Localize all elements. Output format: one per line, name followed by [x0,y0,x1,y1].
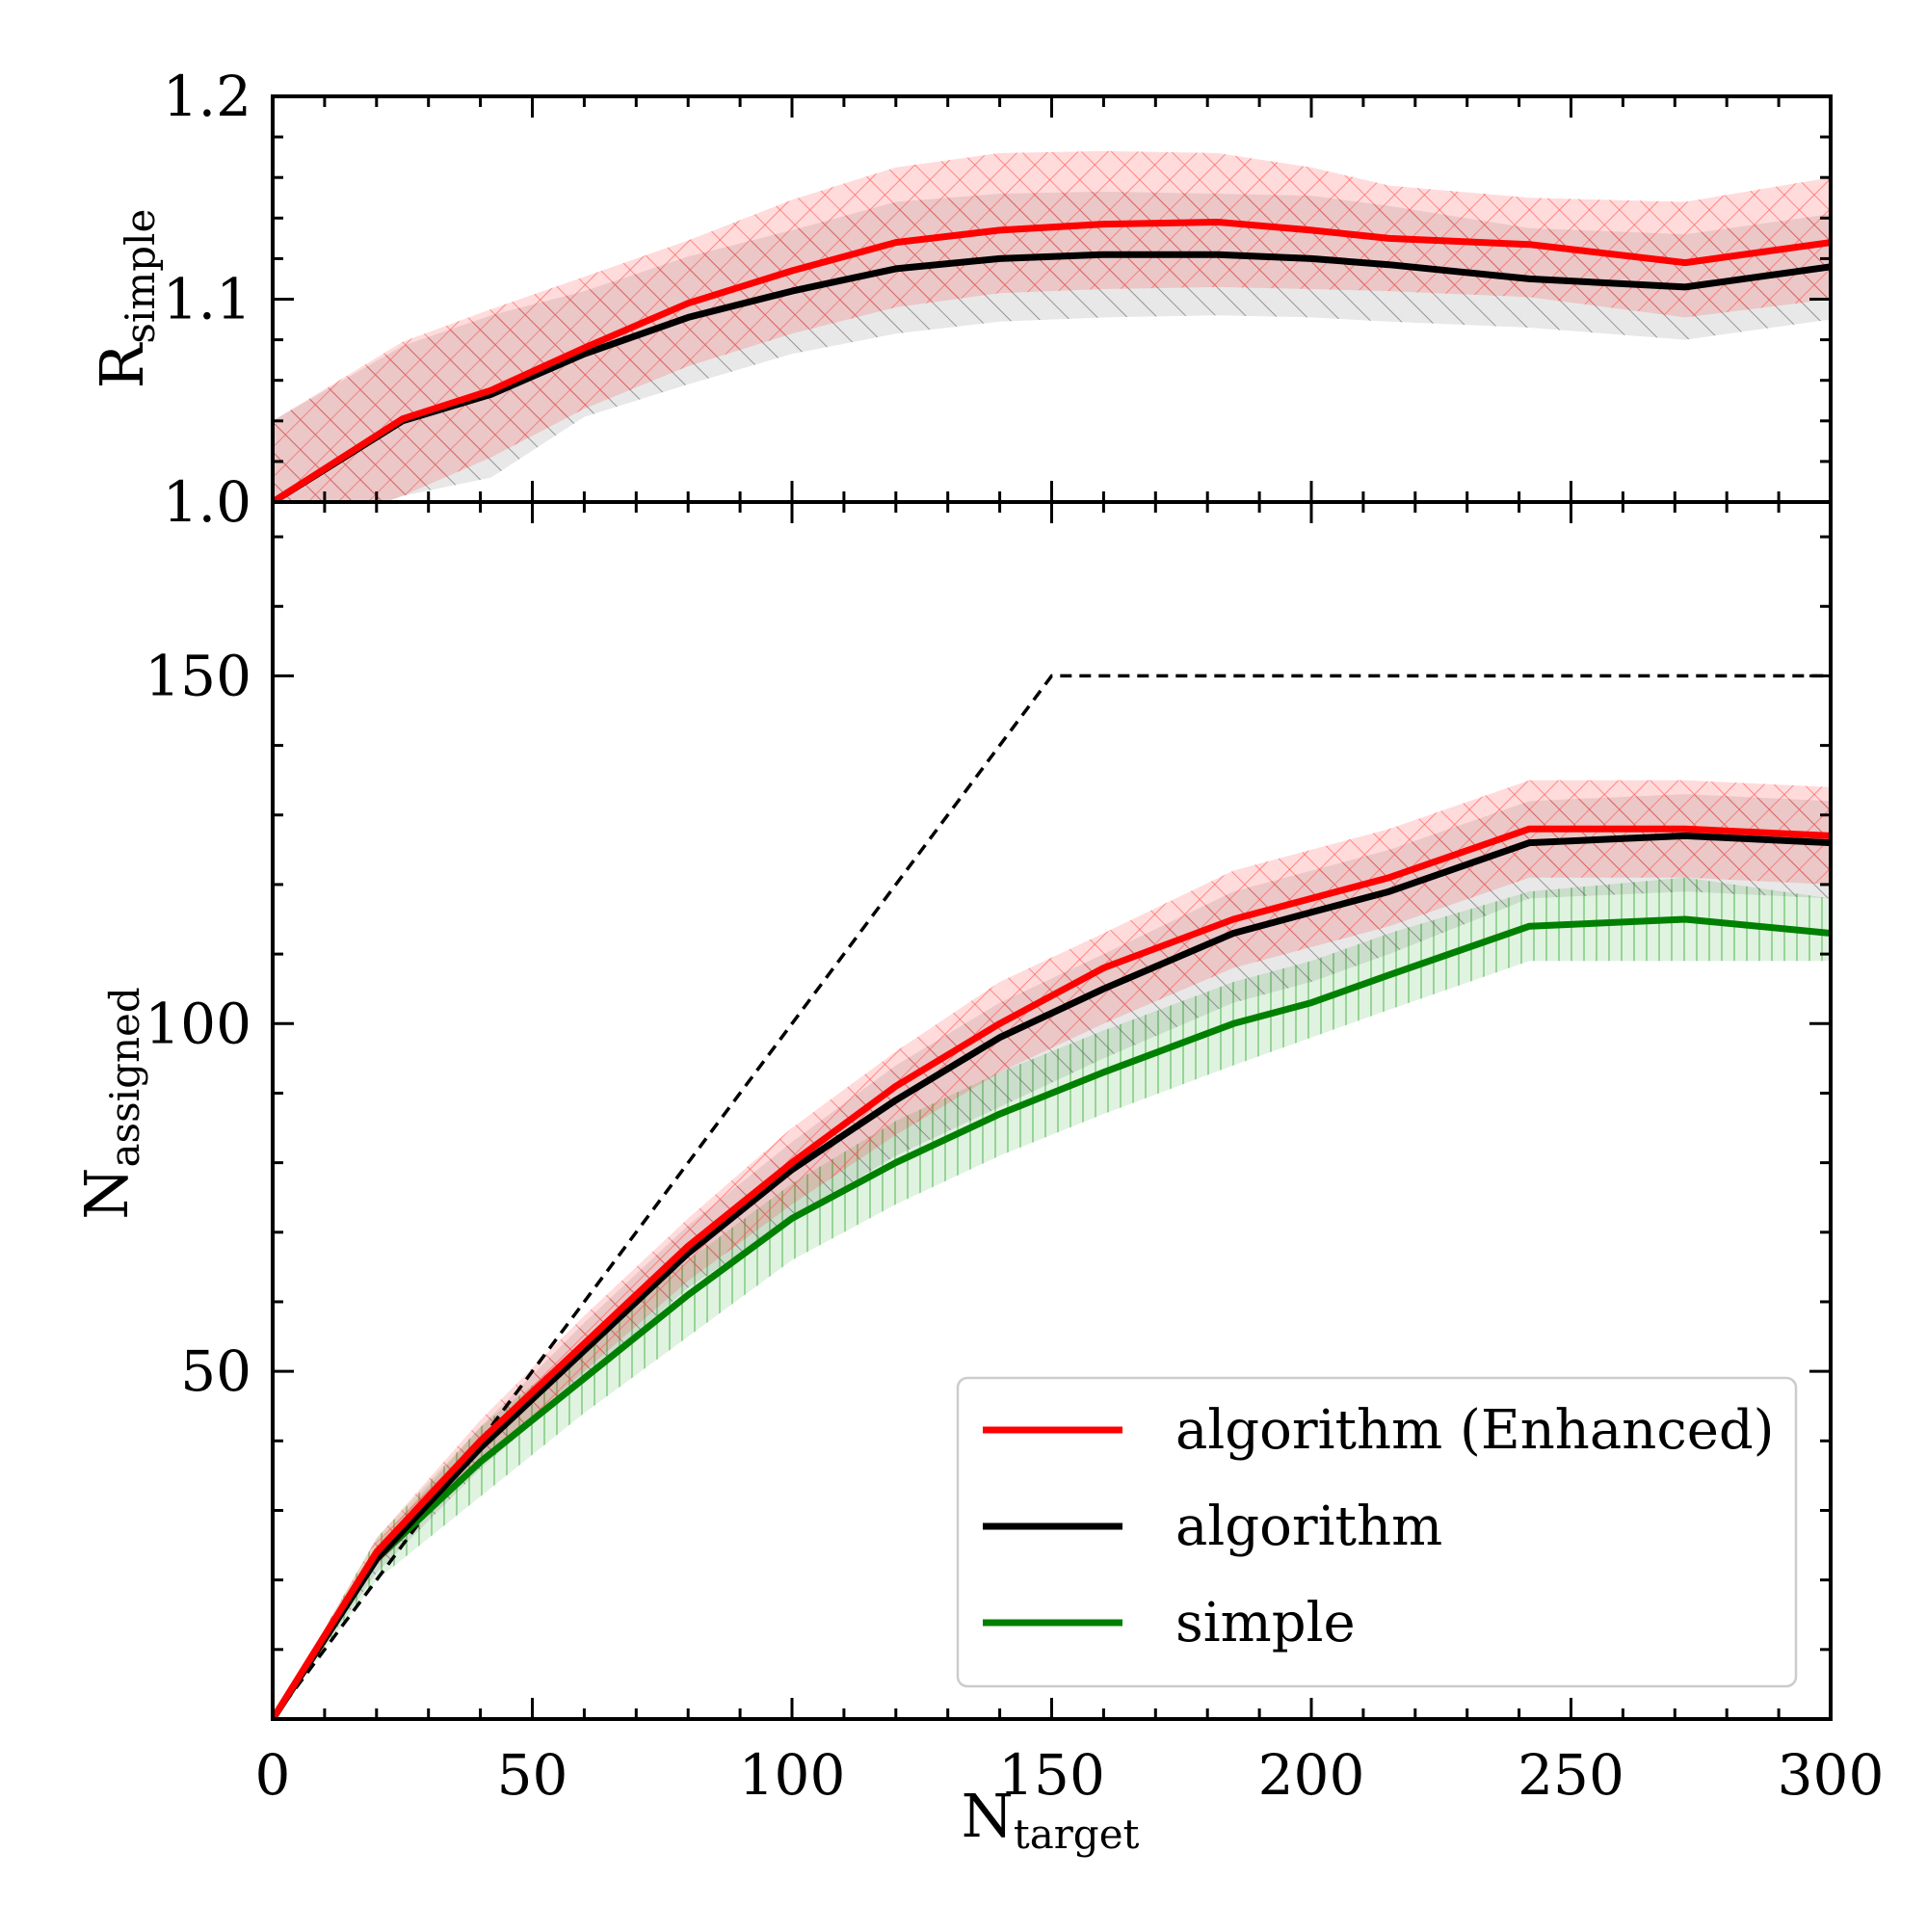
top-ylabel: Rsimple [87,209,164,389]
bottom-y-tick-label: 50 [180,1338,251,1404]
tick-labels: 0 50 100 150 200 250 300 50 100 150 1.0 1.1 1.2 [145,64,1884,1808]
x-tick-label: 250 [1518,1742,1624,1808]
bottom-panel-bands [273,780,1831,1719]
bottom-xlabel: Ntarget [962,1781,1140,1858]
reference-dashed-line [273,674,1831,1719]
top-line-algorithm [273,251,1831,502]
x-tick-label: 200 [1258,1742,1365,1808]
x-tick-label: 100 [739,1742,846,1808]
legend-entry-algorithm: algorithm [983,1495,1442,1558]
legend-label-enhanced: algorithm (Enhanced) [1175,1399,1775,1462]
bottom-line-simple [273,915,1831,1719]
bottom-panel-frame [271,500,1833,1721]
bottom-y-tick-label: 100 [145,991,251,1056]
legend-label-algorithm: algorithm [1175,1495,1442,1558]
bottom-line-algorithm [273,832,1831,1719]
legend-label-simple: simple [1175,1592,1356,1654]
top-line-algorithm-enhanced [273,219,1831,502]
x-tick-label: 150 [998,1742,1105,1808]
top-y-tick-label: 1.0 [163,469,251,535]
x-tick-label: 300 [1778,1742,1885,1808]
x-tick-label: 50 [497,1742,568,1808]
legend: algorithm (Enhanced) algorithm simple [956,1376,1798,1688]
bottom-band-hatch-algorithm-enhanced-1 [273,780,1831,1719]
x-tick-label: 0 [255,1742,291,1808]
bottom-panel-reference [273,674,1831,1719]
bottom-panel-lines [273,825,1831,1719]
bottom-line-algorithm-enhanced [273,825,1831,1719]
top-y-tick-label: 1.1 [163,267,251,332]
legend-entry-simple: simple [983,1592,1356,1654]
bottom-y-tick-label: 150 [145,643,251,708]
top-panel-lines [273,219,1831,502]
bottom-ylabel: Nassigned [71,987,148,1220]
legend-entry-enhanced: algorithm (Enhanced) [983,1399,1775,1462]
top-y-tick-label: 1.2 [163,64,251,129]
legend-frame [956,1376,1798,1688]
